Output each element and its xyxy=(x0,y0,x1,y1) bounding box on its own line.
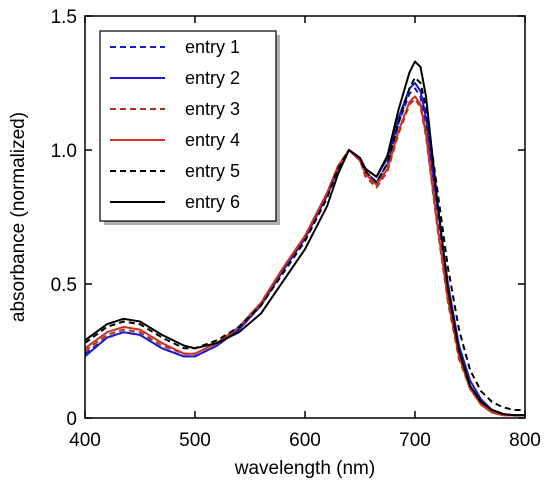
x-tick-label: 600 xyxy=(289,430,321,451)
legend-label: entry 3 xyxy=(185,99,240,119)
x-axis-label: wavelength (nm) xyxy=(234,458,375,479)
x-tick-label: 700 xyxy=(399,430,431,451)
y-tick-label: 1.0 xyxy=(51,141,77,162)
x-axis-ticks: 400 500 600 700 800 xyxy=(69,16,541,451)
legend-label: entry 6 xyxy=(185,192,240,212)
y-tick-label: 1.5 xyxy=(51,7,77,28)
x-tick-label: 500 xyxy=(179,430,211,451)
legend-label: entry 2 xyxy=(185,68,240,88)
legend-label: entry 1 xyxy=(185,37,240,57)
series-layer xyxy=(84,60,525,417)
legend: entry 1 entry 2 entry 3 entry 4 entry 5 entry… xyxy=(99,30,280,225)
y-axis-ticks: 0 0.5 1.0 1.5 xyxy=(51,7,525,430)
x-tick-label: 800 xyxy=(509,430,541,451)
series-line-4 xyxy=(84,95,525,417)
legend-label: entry 5 xyxy=(185,161,240,181)
x-tick-label: 400 xyxy=(69,430,101,451)
y-axis-label: absorbance (normalized) xyxy=(8,112,29,322)
y-tick-label: 0 xyxy=(66,409,77,430)
y-tick-label: 0.5 xyxy=(51,275,77,296)
legend-label: entry 4 xyxy=(185,130,240,150)
legend-box xyxy=(99,30,277,222)
series-line-5 xyxy=(84,76,525,411)
series-line-6 xyxy=(84,60,525,417)
